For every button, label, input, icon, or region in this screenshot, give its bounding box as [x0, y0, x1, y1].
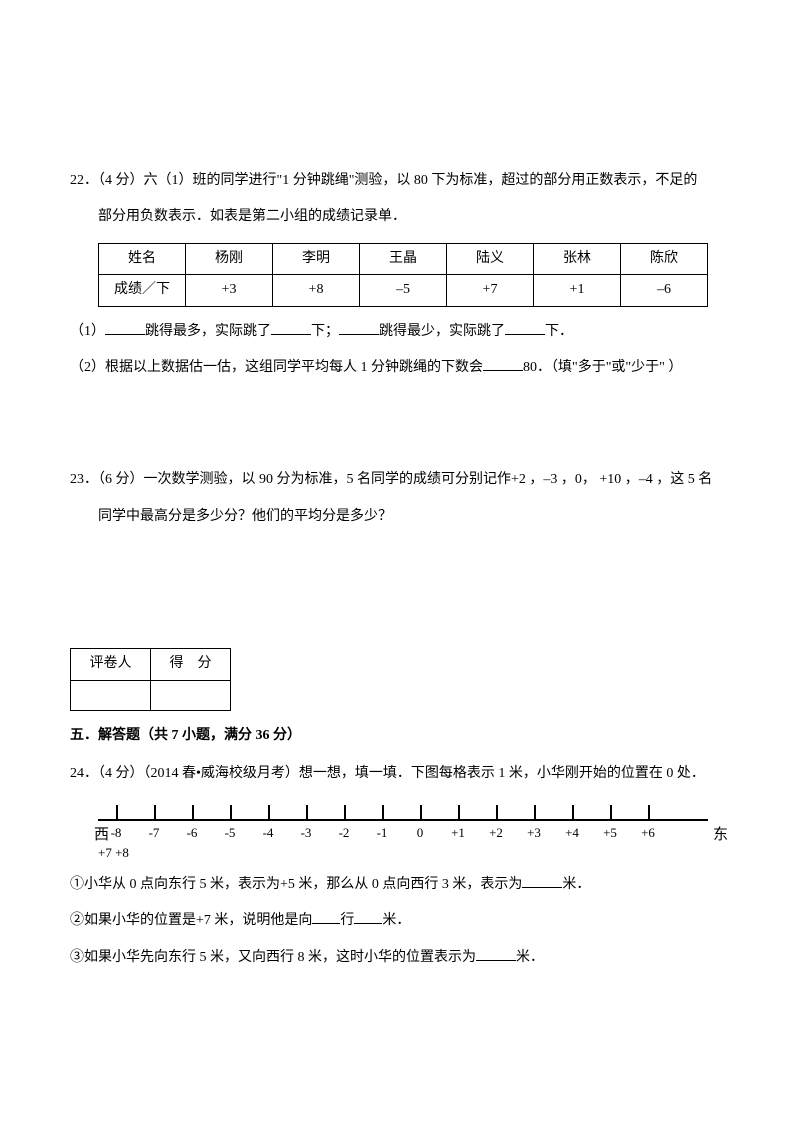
text: （1）: [70, 324, 105, 339]
text: 下．: [545, 324, 573, 339]
blank: [339, 321, 379, 335]
text: 米．: [562, 877, 590, 892]
table-row: 成绩／下 +3 +8 –5 +7 +1 –6: [99, 275, 708, 306]
th-5: 张林: [534, 243, 621, 274]
q24-sub1: ①小华从 0 点向东行 5 米，表示为+5 米，那么从 0 点向西行 3 米，表…: [70, 874, 730, 896]
text: （2）根据以上数据估一估，这组同学平均每人 1 分钟跳绳的下数会: [70, 360, 483, 375]
number-line-tick: [648, 805, 650, 819]
number-line-tick: [230, 805, 232, 819]
grader-cell: [71, 680, 151, 710]
text: ②如果小华的位置是+7 米，说明他是向: [70, 913, 312, 928]
number-line-label: +3: [527, 823, 541, 844]
number-line-label: -6: [187, 823, 198, 844]
text: 下；: [311, 324, 339, 339]
number-line-label: -7: [149, 823, 160, 844]
grader-label: 评卷人: [71, 649, 151, 680]
th-6: 陈欣: [621, 243, 708, 274]
number-line-tick: [382, 805, 384, 819]
number-line-tick: [496, 805, 498, 819]
th-4: 陆义: [447, 243, 534, 274]
number-line-label: +1: [451, 823, 465, 844]
val-5: +1: [534, 275, 621, 306]
blank: [522, 874, 562, 888]
text: 行: [340, 913, 354, 928]
east-label: 东: [713, 823, 728, 847]
text: 80．（填"多于"或"少于" ）: [523, 360, 682, 375]
number-line-tick: [420, 805, 422, 819]
blank: [476, 947, 516, 961]
table-row: 评卷人 得 分: [71, 649, 231, 680]
west-label: 西: [94, 823, 109, 847]
blank: [354, 910, 382, 924]
number-line-label: -8: [111, 823, 122, 844]
number-line-tick: [534, 805, 536, 819]
blank: [312, 910, 340, 924]
blank: [483, 357, 523, 371]
number-line: -8-7-6-5-4-3-2-10+1+2+3+4+5+6 西 东: [98, 799, 708, 841]
q24-sub3: ③如果小华先向东行 5 米，又向西行 8 米，这时小华的位置表示为 米．: [70, 947, 730, 969]
number-line-extra: +7 +8: [98, 843, 730, 864]
number-line-bar: [98, 819, 708, 821]
text: ③如果小华先向东行 5 米，又向西行 8 米，这时小华的位置表示为: [70, 950, 476, 965]
th-1: 杨刚: [186, 243, 273, 274]
number-line-tick: [268, 805, 270, 819]
row-label: 成绩／下: [99, 275, 186, 306]
text: 跳得最多，实际跳了: [145, 324, 271, 339]
question-22: 22．（4 分）六（1）班的同学进行"1 分钟跳绳"测验，以 80 下为标准，超…: [70, 170, 730, 379]
q24-sub2: ②如果小华的位置是+7 米，说明他是向 行 米．: [70, 910, 730, 932]
question-24: 24．（4 分）（2014 春•威海校级月考）想一想，填一填．下图每格表示 1 …: [70, 763, 730, 969]
table-row: 姓名 杨刚 李明 王晶 陆义 张林 陈欣: [99, 243, 708, 274]
number-line-label: -2: [339, 823, 350, 844]
q23-text-1: 23．（6 分）一次数学测验，以 90 分为标准，5 名同学的成绩可分别记作+2…: [70, 469, 730, 491]
q22-table: 姓名 杨刚 李明 王晶 陆义 张林 陈欣 成绩／下 +3 +8 –5 +7 +1…: [98, 243, 708, 307]
blank: [105, 321, 145, 335]
q22-sub2: （2）根据以上数据估一估，这组同学平均每人 1 分钟跳绳的下数会 80．（填"多于…: [70, 357, 730, 379]
number-line-label: +2: [489, 823, 503, 844]
number-line-tick: [192, 805, 194, 819]
number-line-tick: [154, 805, 156, 819]
number-line-tick: [306, 805, 308, 819]
section-5-title: 五．解答题（共 7 小题，满分 36 分）: [70, 725, 730, 747]
score-table: 评卷人 得 分: [70, 648, 231, 710]
number-line-label: +5: [603, 823, 617, 844]
number-line-label: -3: [301, 823, 312, 844]
number-line-label: +6: [641, 823, 655, 844]
number-line-label: -4: [263, 823, 274, 844]
text: 跳得最少，实际跳了: [379, 324, 505, 339]
th-name: 姓名: [99, 243, 186, 274]
text: 米．: [382, 913, 410, 928]
th-2: 李明: [273, 243, 360, 274]
blank: [505, 321, 545, 335]
val-6: –6: [621, 275, 708, 306]
val-3: –5: [360, 275, 447, 306]
number-line-tick: [344, 805, 346, 819]
number-line-label: +4: [565, 823, 579, 844]
score-label: 得 分: [151, 649, 231, 680]
q22-text-1: 22．（4 分）六（1）班的同学进行"1 分钟跳绳"测验，以 80 下为标准，超…: [70, 170, 730, 192]
q22-sub1: （1） 跳得最多，实际跳了 下； 跳得最少，实际跳了 下．: [70, 321, 730, 343]
val-1: +3: [186, 275, 273, 306]
blank: [271, 321, 311, 335]
number-line-tick: [116, 805, 118, 819]
score-cell: [151, 680, 231, 710]
q23-text-2: 同学中最高分是多少分？他们的平均分是多少？: [70, 506, 730, 528]
question-23: 23．（6 分）一次数学测验，以 90 分为标准，5 名同学的成绩可分别记作+2…: [70, 469, 730, 528]
number-line-label: -1: [377, 823, 388, 844]
number-line-tick: [610, 805, 612, 819]
q24-text-1: 24．（4 分）（2014 春•威海校级月考）想一想，填一填．下图每格表示 1 …: [70, 763, 730, 785]
number-line-tick: [458, 805, 460, 819]
table-row: [71, 680, 231, 710]
number-line-label: 0: [417, 823, 424, 844]
q22-text-2: 部分用负数表示．如表是第二小组的成绩记录单．: [70, 206, 730, 228]
val-4: +7: [447, 275, 534, 306]
number-line-label: -5: [225, 823, 236, 844]
text: ①小华从 0 点向东行 5 米，表示为+5 米，那么从 0 点向西行 3 米，表…: [70, 877, 522, 892]
th-3: 王晶: [360, 243, 447, 274]
number-line-tick: [572, 805, 574, 819]
text: 米．: [516, 950, 544, 965]
val-2: +8: [273, 275, 360, 306]
